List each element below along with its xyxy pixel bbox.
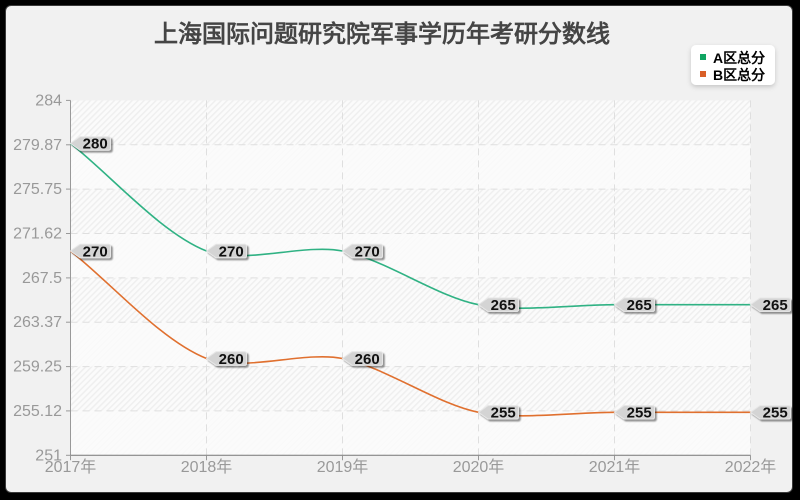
svg-text:260: 260: [355, 351, 380, 368]
svg-text:2017年: 2017年: [45, 458, 97, 476]
svg-text:B区总分: B区总分: [713, 67, 765, 83]
svg-text:267.5: 267.5: [22, 270, 62, 287]
svg-text:279.87: 279.87: [13, 137, 62, 154]
svg-text:265: 265: [627, 297, 652, 314]
svg-text:上海国际问题研究院军事学历年考研分数线: 上海国际问题研究院军事学历年考研分数线: [154, 20, 610, 48]
svg-text:270: 270: [219, 243, 244, 260]
svg-text:255: 255: [763, 405, 788, 422]
svg-text:251: 251: [35, 447, 62, 464]
svg-text:271.62: 271.62: [13, 226, 62, 243]
svg-text:263.37: 263.37: [13, 314, 62, 331]
svg-text:265: 265: [763, 297, 788, 314]
svg-text:284: 284: [35, 92, 62, 109]
svg-text:255: 255: [491, 405, 516, 422]
svg-text:255: 255: [627, 405, 652, 422]
svg-text:265: 265: [491, 297, 516, 314]
svg-text:2020年: 2020年: [453, 458, 505, 476]
svg-text:260: 260: [219, 351, 244, 368]
svg-text:275.75: 275.75: [13, 181, 62, 198]
svg-text:270: 270: [83, 243, 108, 260]
svg-text:255.12: 255.12: [13, 403, 62, 420]
svg-text:280: 280: [83, 136, 108, 153]
svg-text:2018年: 2018年: [181, 458, 233, 476]
svg-text:2019年: 2019年: [317, 458, 369, 476]
svg-text:270: 270: [355, 243, 380, 260]
svg-text:2022年: 2022年: [725, 458, 777, 476]
svg-text:A区总分: A区总分: [713, 50, 765, 66]
svg-text:2021年: 2021年: [589, 458, 641, 476]
svg-text:259.25: 259.25: [13, 359, 62, 376]
